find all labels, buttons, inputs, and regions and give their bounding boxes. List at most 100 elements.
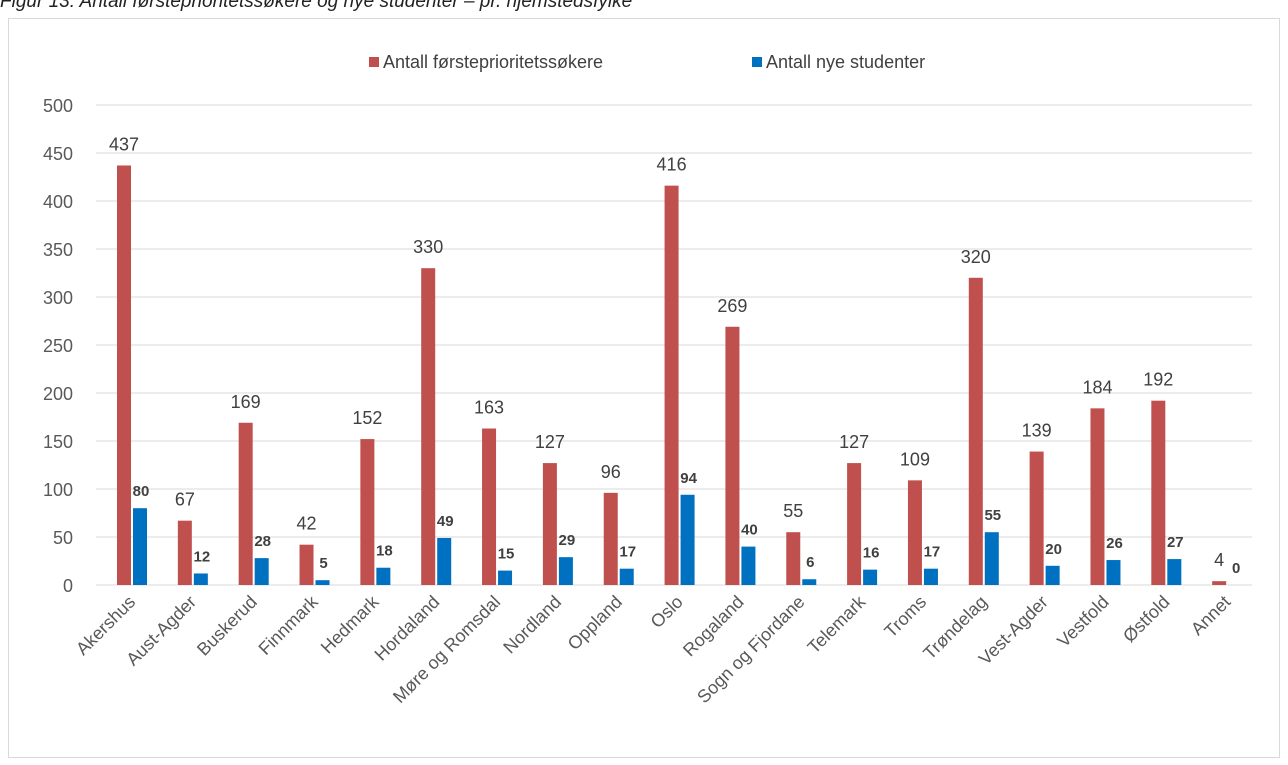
data-label-series-b: 29 [559,532,576,549]
bar-series-b [741,546,756,585]
bar-series-a [360,439,375,585]
y-tick-label: 150 [43,432,73,452]
data-label-series-a: 269 [717,296,747,316]
bar-series-a [1212,581,1227,585]
data-label-series-a: 55 [783,501,803,521]
data-label-series-b: 49 [437,513,454,530]
data-label-series-a: 139 [1022,421,1052,441]
data-label-series-a: 42 [297,514,317,534]
x-tick-label: Annet [1187,592,1234,639]
legend-swatch-series-a [369,57,379,67]
data-label-series-a: 184 [1082,377,1112,397]
data-label-series-a: 127 [535,432,565,452]
y-tick-label: 450 [43,144,73,164]
x-tick-label: Sogn og Fjordane [693,592,808,707]
data-label-series-b: 15 [498,546,515,563]
data-label-series-b: 5 [319,555,327,572]
x-tick-label: Østfold [1119,592,1173,646]
data-label-series-b: 55 [984,507,1001,524]
data-label-series-b: 0 [1232,560,1240,577]
data-label-series-a: 330 [413,237,443,257]
bar-series-a [847,463,862,585]
y-tick-label: 400 [43,192,73,212]
y-tick-label: 300 [43,288,73,308]
bar-series-b [984,532,999,585]
y-tick-label: 500 [43,96,73,116]
data-label-series-b: 26 [1106,535,1123,552]
x-tick-label: Troms [880,592,930,642]
bar-series-a [482,428,497,585]
bar-series-a [117,165,131,586]
data-labels: 437 80 67 12 169 28 42 5 152 18 330 49 163 15 127 29 96 1… [109,134,1240,577]
legend-swatch-series-b [752,57,762,67]
data-label-series-b: 40 [741,522,758,539]
bar-series-a [542,463,557,585]
x-tick-label: Finnmark [255,591,323,659]
data-label-series-b: 17 [619,544,636,561]
data-label-series-b: 20 [1045,541,1062,558]
bar-series-b [680,494,695,585]
y-tick-label: 350 [43,240,73,260]
data-label-series-b: 17 [924,544,941,561]
x-tick-label: Telemark [804,591,870,657]
x-axis-ticks: AkershusAust-AgderBuskerudFinnmarkHedmar… [72,591,1234,707]
bar-series-b [863,569,878,585]
bar-series-b [315,580,330,585]
legend: Antall førsteprioritetssøkere Antall nye… [369,52,925,72]
bar-series-b [1167,559,1182,585]
bars [117,165,1227,586]
bar-series-a [664,185,679,585]
data-label-series-a: 96 [601,462,621,482]
data-label-series-a: 109 [900,449,930,469]
bar-series-b [254,558,269,585]
data-label-series-b: 80 [133,483,150,500]
bar-series-a [177,520,192,585]
y-tick-label: 50 [53,528,73,548]
bar-series-a [1029,451,1044,585]
data-label-series-b: 12 [193,548,210,565]
bar-series-a [786,532,801,585]
data-label-series-a: 416 [657,155,687,175]
y-axis-ticks: 0 50 100 150 200 250 300 350 400 450 500 [43,96,73,596]
bar-series-a [238,422,253,585]
x-tick-label: Oppland [564,592,626,654]
data-label-series-b: 27 [1167,534,1184,551]
figure-caption: Figur 13: Antall førsteprioritetssøkere … [0,0,633,11]
data-label-series-a: 152 [352,408,382,428]
chart-frame [8,18,1280,758]
data-label-series-a: 437 [109,134,139,154]
x-tick-label: Buskerud [193,592,261,660]
data-label-series-a: 320 [961,247,991,267]
bar-series-a [725,326,740,585]
bar-series-b [376,567,391,585]
data-label-series-a: 169 [231,392,261,412]
x-tick-label: Oslo [647,592,687,632]
bar-series-b [619,568,634,585]
bar-series-b [437,537,452,585]
data-label-series-b: 94 [680,470,697,487]
data-label-series-a: 163 [474,398,504,418]
bar-series-a [1151,400,1166,585]
legend-label-series-a: Antall førsteprioritetssøkere [383,52,603,72]
data-label-series-b: 6 [806,554,814,571]
bar-series-b [498,570,513,585]
bar-series-a [1090,408,1105,585]
y-tick-label: 250 [43,336,73,356]
bar-series-a [299,544,314,585]
y-tick-label: 100 [43,480,73,500]
bar-series-b [558,557,573,585]
y-tick-label: 200 [43,384,73,404]
data-label-series-b: 18 [376,543,393,560]
data-label-series-b: 16 [863,545,880,562]
legend-label-series-b: Antall nye studenter [766,52,925,72]
x-tick-label: Vestfold [1053,592,1112,651]
bar-series-a [907,480,922,585]
bar-series-b [923,568,938,585]
data-label-series-b: 28 [254,533,271,550]
bar-series-b [802,579,817,585]
bar-series-b [1045,565,1060,585]
x-tick-label: Nordland [499,592,565,658]
bar-series-b [133,508,147,585]
y-tick-label: 0 [63,576,73,596]
